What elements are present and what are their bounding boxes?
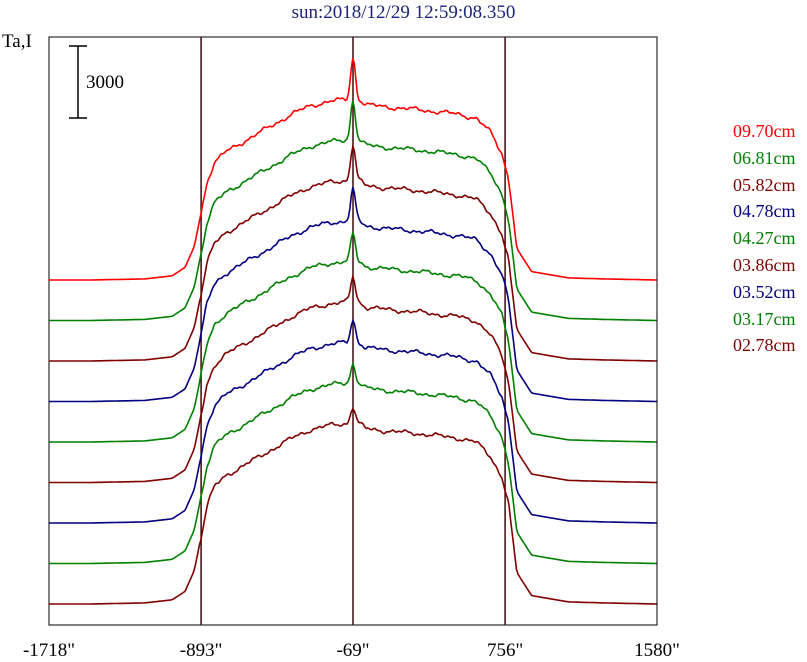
series-line-04.78cm (49, 187, 657, 403)
legend-entry: 09.70cm (733, 121, 796, 141)
legend-entry: 05.82cm (733, 174, 796, 195)
legend-entry: 03.17cm (733, 308, 796, 329)
series-line-05.82cm (49, 143, 657, 362)
legend-entry: 02.78cm (733, 335, 796, 356)
series-line-02.78cm (49, 407, 657, 605)
x-tick-label: -893" (180, 640, 223, 661)
series-line-03.17cm (49, 361, 657, 565)
x-tick-label: -69" (336, 640, 369, 661)
series-line-03.52cm (49, 318, 657, 524)
legend-entry: 03.52cm (733, 281, 796, 302)
legend-entry: 03.86cm (733, 254, 796, 275)
series-line-04.27cm (49, 230, 657, 443)
series-line-09.70cm (49, 58, 657, 281)
scale-bar-label: 3000 (86, 72, 124, 93)
x-tick-label: -1718" (23, 640, 75, 661)
chart-title: sun:2018/12/29 12:59:08.350 (291, 2, 516, 23)
legend-entry: 06.81cm (733, 147, 796, 168)
series-line-06.81cm (49, 100, 657, 322)
y-axis-label: Ta,I (2, 31, 32, 52)
legend-entry: 04.78cm (733, 201, 796, 222)
series-line-03.86cm (49, 273, 657, 484)
legend-entry: 04.27cm (733, 228, 796, 249)
x-tick-label: 756" (487, 640, 523, 661)
legend: 09.70cm 06.81cm 05.82cm 04.78cm 04.27cm 03.86… (733, 118, 796, 359)
x-tick-label: 1580" (634, 640, 680, 661)
